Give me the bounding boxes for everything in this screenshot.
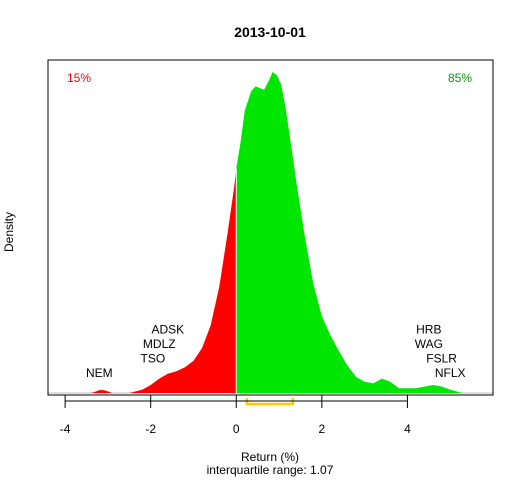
ticker-label: TSO: [140, 352, 165, 366]
ticker-label: ADSK: [151, 323, 184, 337]
ticker-label: NFLX: [435, 366, 466, 380]
x-tick-label: -2: [145, 422, 156, 436]
ticker-label: HRB: [416, 323, 441, 337]
chart-title: 2013-10-01: [234, 24, 306, 40]
plot-frame: [47, 59, 494, 396]
ticker-label: MDLZ: [143, 337, 176, 351]
x-axis-label: Return (%): [241, 450, 299, 464]
right-percent-label: 85%: [448, 71, 472, 85]
y-axis-label: Density: [2, 212, 16, 252]
x-tick-label: 2: [319, 422, 326, 436]
x-tick-label: -4: [60, 422, 71, 436]
ticker-label: FSLR: [426, 352, 457, 366]
iqr-subtitle: interquartile range: 1.07: [207, 463, 334, 477]
x-tick-label: 0: [233, 422, 240, 436]
ticker-label: WAG: [415, 337, 443, 351]
negative-return-area: [90, 168, 237, 393]
density-areas: [48, 72, 493, 406]
x-tick-label: 4: [404, 422, 411, 436]
left-percent-label: 15%: [67, 71, 91, 85]
x-axis: -4 -2 0 2 4: [60, 395, 411, 436]
ticker-label: NEM: [86, 366, 113, 380]
positive-return-area: [236, 72, 463, 393]
